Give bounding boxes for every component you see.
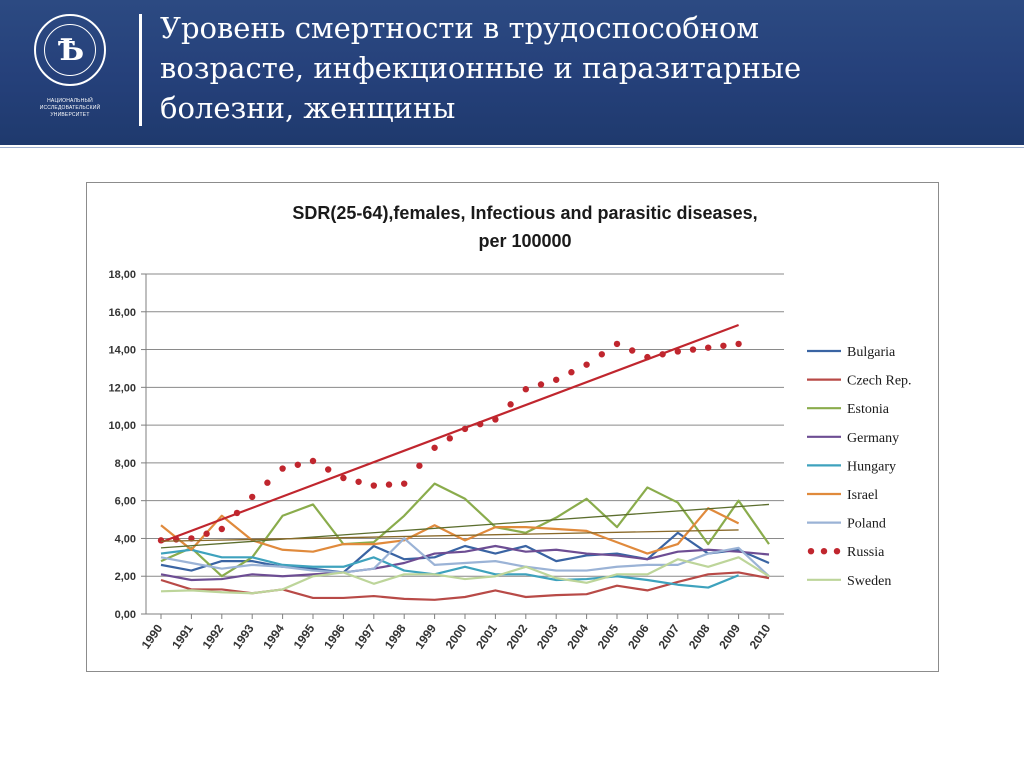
series-russia-point — [629, 347, 636, 354]
x-tick-label: 2007 — [655, 621, 682, 651]
series-russia-point — [249, 493, 256, 501]
line-chart: SDR(25-64),females, Infectious and paras… — [108, 203, 912, 652]
slide-title: Уровень смертности в трудоспособном возр… — [160, 8, 1000, 128]
series-israel-line — [160, 507, 740, 555]
series-russia-point — [507, 401, 514, 408]
x-tick-label: 2005 — [595, 621, 622, 651]
series-russia-point — [401, 480, 408, 487]
series-russia-point — [446, 435, 453, 442]
trendline-estonia — [160, 503, 770, 549]
series-russia-point — [735, 340, 742, 348]
series-russia-point — [203, 530, 210, 537]
header-rule-thin — [0, 147, 1024, 148]
series-russia-point — [553, 376, 560, 383]
x-tick-label: 2001 — [473, 621, 500, 651]
x-tick-label: 1999 — [412, 621, 439, 651]
series-russia-point — [218, 525, 225, 533]
x-tick-label: 1994 — [260, 621, 287, 651]
x-tick-label: 2009 — [716, 621, 743, 651]
x-tick-label: 1995 — [291, 621, 318, 651]
x-tick-label: 2008 — [686, 621, 713, 651]
legend-sweden-label: Sweden — [847, 574, 891, 589]
legend-estonia-label: Estonia — [847, 402, 890, 417]
legend-russia-label: Russia — [847, 545, 885, 560]
series-russia-point — [705, 344, 712, 351]
slide-title-line-2: возрасте, инфекционные и паразитарные — [160, 51, 802, 85]
y-tick-label: 0,00 — [115, 609, 136, 621]
series-russia-point — [689, 346, 697, 353]
series-russia-point — [522, 386, 529, 393]
legend-russia-marker — [820, 548, 828, 555]
chart-title: SDR(25-64),females, Infectious and paras… — [292, 203, 757, 223]
series-russia-point — [370, 482, 377, 489]
legend-germany-label: Germany — [847, 431, 899, 446]
legend-russia-marker — [807, 548, 815, 555]
x-tick-label: 1993 — [230, 621, 257, 651]
trendline-russia — [160, 323, 739, 544]
x-tick-label: 2002 — [503, 621, 530, 651]
series-russia-point — [431, 444, 438, 451]
series-russia-point — [340, 474, 347, 482]
legend-russia-marker — [833, 548, 841, 555]
series-russia-point — [598, 351, 605, 358]
chart-frame: SDR(25-64),females, Infectious and paras… — [86, 182, 939, 672]
header-divider — [139, 14, 142, 126]
series-russia-point — [613, 340, 621, 348]
x-tick-label: 1997 — [351, 621, 378, 651]
y-tick-label: 14,00 — [108, 345, 136, 357]
series-hungary-line — [160, 548, 740, 589]
series-russia-point — [385, 481, 393, 488]
y-tick-label: 4,00 — [115, 533, 136, 545]
logo-seal: Ѣ — [34, 14, 106, 86]
series-russia-point — [720, 342, 727, 349]
series-sweden-line — [160, 556, 770, 595]
x-tick-label: 2000 — [443, 621, 470, 651]
legend-hungary-label: Hungary — [847, 459, 896, 474]
x-tick-label: 2003 — [534, 621, 561, 651]
legend-czech-rep-label: Czech Rep. — [847, 374, 912, 389]
chart-subtitle: per 100000 — [478, 231, 571, 251]
series-russia-point — [568, 369, 575, 376]
series-russia-point — [355, 478, 362, 485]
logo-mark-icon: Ѣ — [57, 33, 85, 68]
y-tick-label: 16,00 — [108, 307, 136, 319]
x-tick-label: 1996 — [321, 621, 348, 651]
series-russia-point — [264, 479, 271, 486]
legend-poland-label: Poland — [847, 517, 886, 532]
logo-seal-inner: Ѣ — [44, 24, 96, 76]
x-tick-label: 2004 — [564, 621, 591, 651]
series-russia-point — [583, 361, 590, 368]
slide-header: Ѣ НАЦИОНАЛЬНЫЙ ИССЛЕДОВАТЕЛЬСКИЙ УНИВЕРС… — [0, 0, 1024, 142]
series-bulgaria-line — [160, 531, 770, 574]
legend-bulgaria-label: Bulgaria — [847, 345, 896, 360]
slide-title-line-1: Уровень смертности в трудоспособном — [160, 11, 760, 45]
y-tick-label: 18,00 — [108, 269, 136, 281]
x-tick-label: 1990 — [139, 621, 166, 651]
series-germany-line — [160, 544, 770, 582]
header-rule — [0, 142, 1024, 145]
series-russia-point — [325, 466, 332, 473]
x-tick-label: 1991 — [169, 621, 196, 651]
legend-israel-label: Israel — [847, 488, 878, 503]
series-russia-point — [537, 381, 545, 388]
y-tick-label: 6,00 — [115, 496, 136, 508]
university-logo: Ѣ НАЦИОНАЛЬНЫЙ ИССЛЕДОВАТЕЛЬСКИЙ УНИВЕРС… — [22, 14, 118, 124]
x-tick-label: 2006 — [625, 621, 652, 651]
series-russia-point — [294, 461, 301, 468]
series-russia-point — [416, 462, 423, 469]
x-tick-label: 1998 — [382, 621, 409, 651]
x-tick-label: 1992 — [199, 621, 226, 651]
y-tick-label: 10,00 — [108, 420, 136, 432]
y-tick-label: 2,00 — [115, 571, 136, 583]
trendline-israel — [160, 529, 739, 542]
x-tick-label: 2010 — [747, 621, 774, 651]
y-tick-label: 8,00 — [115, 458, 136, 470]
series-russia-point — [279, 465, 286, 472]
y-tick-label: 12,00 — [108, 382, 136, 394]
series-russia-point — [309, 457, 317, 465]
logo-caption: НАЦИОНАЛЬНЫЙ ИССЛЕДОВАТЕЛЬСКИЙ УНИВЕРСИТ… — [39, 98, 101, 118]
slide-title-line-3: болезни, женщины — [160, 91, 456, 125]
series-russia-point — [674, 348, 681, 355]
